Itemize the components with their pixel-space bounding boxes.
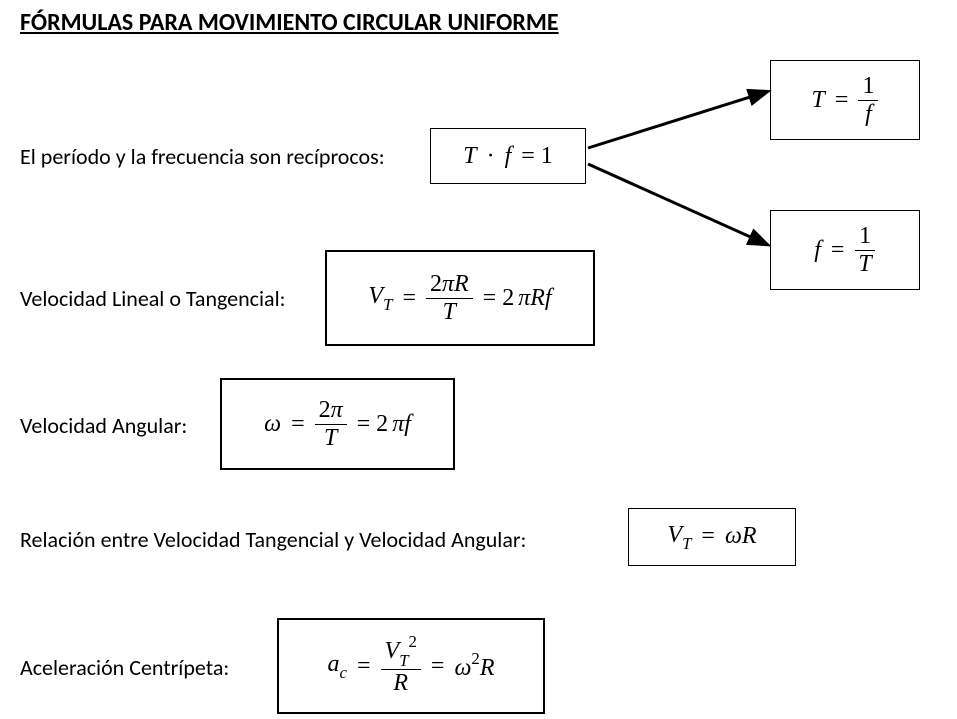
- formula-box-f-from-T: f = 1T: [770, 210, 920, 290]
- formula-box-T-from-f: T = 1f: [770, 60, 920, 140]
- formula-angular-velocity: ω = 2πT = 2πf: [264, 397, 411, 452]
- page-root: FÓRMULAS PARA MOVIMIENTO CIRCULAR UNIFOR…: [0, 0, 957, 719]
- formula-T-from-f: T = 1f: [812, 73, 879, 128]
- label-period-frequency: El período y la frecuencia son recíproco…: [20, 143, 385, 170]
- formula-box-tangential-velocity: VT = 2πRT = 2πRf: [325, 250, 595, 346]
- formula-relation: VT = ωR: [667, 522, 756, 553]
- label-angular-velocity: Velocidad Angular:: [20, 412, 187, 439]
- label-relation: Relación entre Velocidad Tangencial y Ve…: [20, 526, 526, 553]
- formula-tangential-velocity: VT = 2πRT = 2πRf: [368, 271, 551, 326]
- formula-box-centripetal: ac = VT2R = ω2R: [277, 618, 545, 714]
- formula-centripetal: ac = VT2R = ω2R: [328, 635, 495, 698]
- formula-box-tf-eq-1: T · f = 1: [430, 128, 586, 184]
- formula-box-angular-velocity: ω = 2πT = 2πf: [220, 378, 455, 470]
- formula-tf-eq-1: T · f = 1: [463, 143, 553, 170]
- label-centripetal: Aceleración Centrípeta:: [20, 654, 229, 681]
- arrow-to-f: [588, 164, 766, 244]
- arrow-to-T: [588, 92, 766, 148]
- page-title: FÓRMULAS PARA MOVIMIENTO CIRCULAR UNIFOR…: [20, 8, 559, 37]
- label-tangential-velocity: Velocidad Lineal o Tangencial:: [20, 285, 286, 312]
- formula-box-relation: VT = ωR: [628, 508, 796, 566]
- formula-f-from-T: f = 1T: [814, 223, 876, 278]
